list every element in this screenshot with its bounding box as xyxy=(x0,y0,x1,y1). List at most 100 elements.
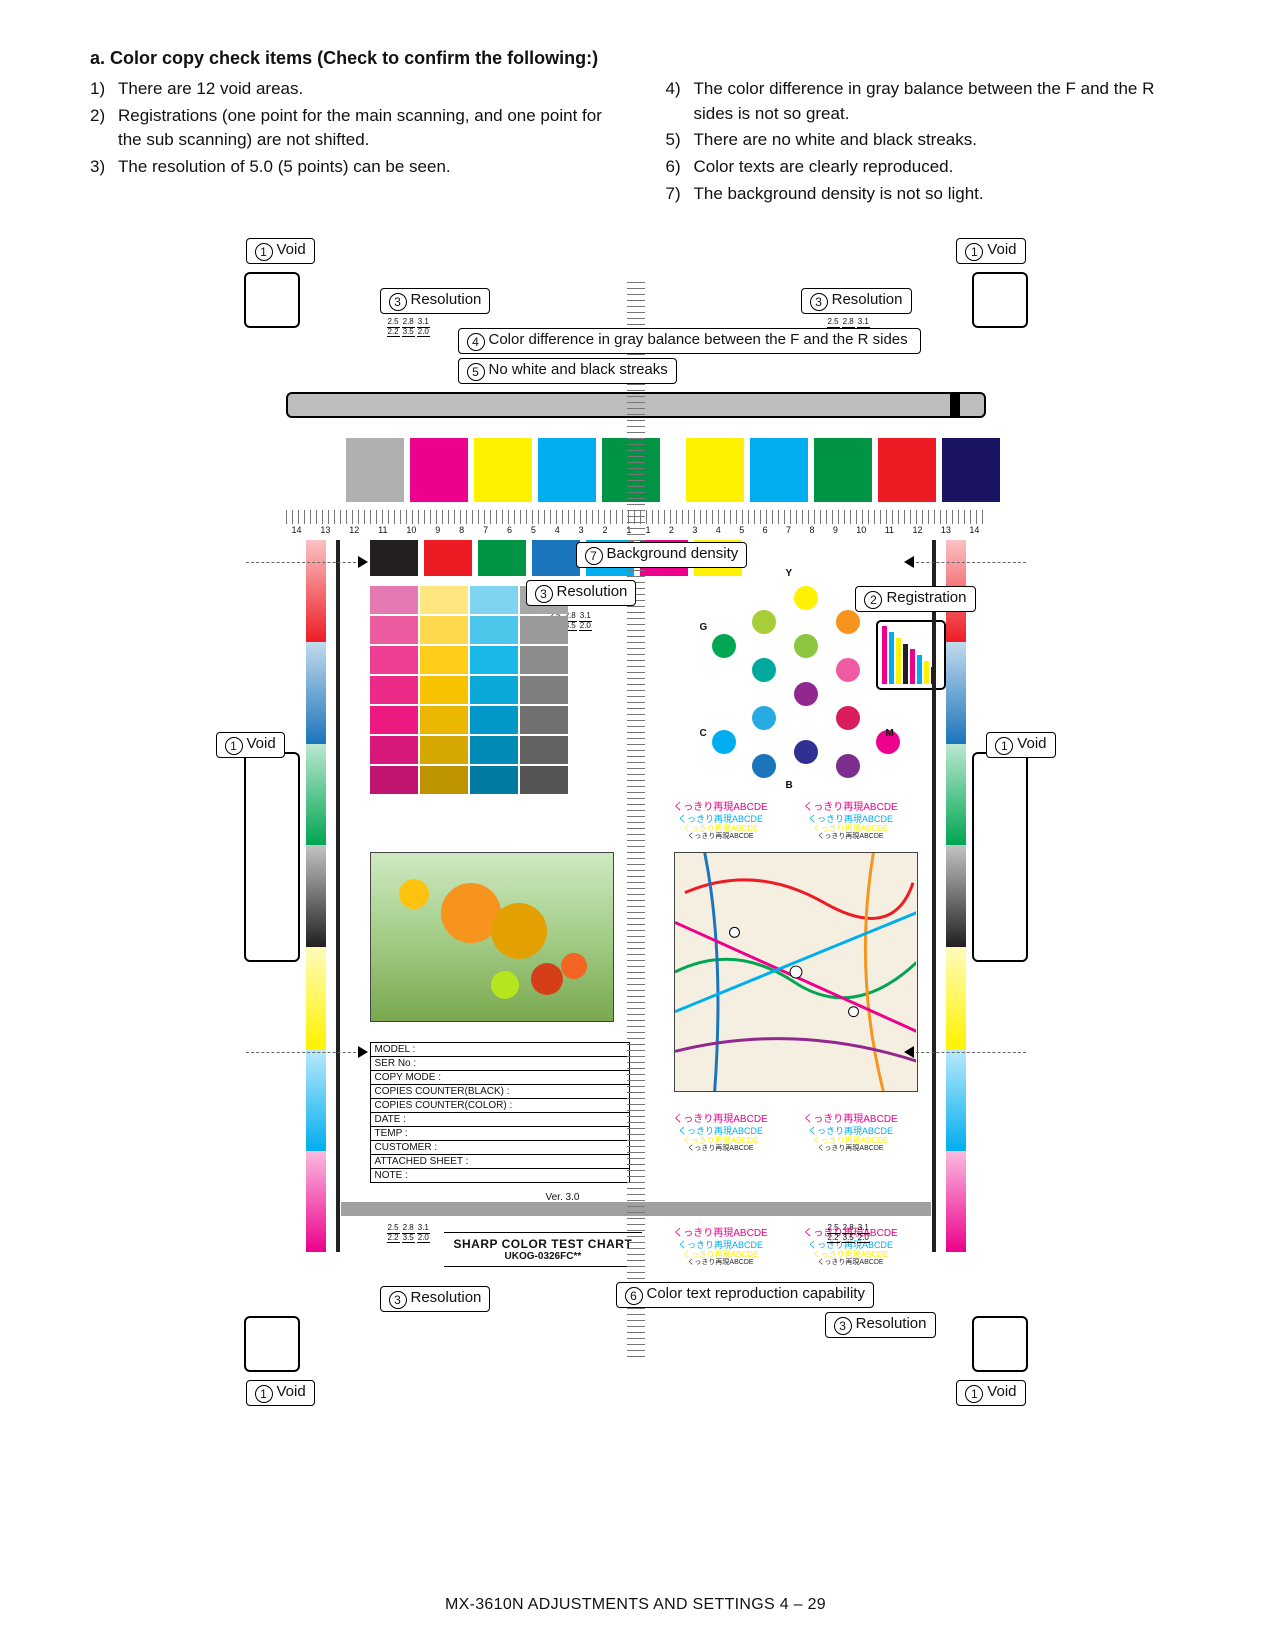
color-swatch xyxy=(346,438,404,502)
color-swatch xyxy=(370,540,418,576)
color-swatch xyxy=(814,438,872,502)
gradient-sidebar xyxy=(306,540,326,1252)
label-registration: 2Registration xyxy=(855,586,975,612)
void-corner xyxy=(972,1316,1028,1372)
marker-line xyxy=(916,1052,1026,1053)
hex-dot xyxy=(794,682,818,706)
ruler-numbers-right: 1234567891011121314 xyxy=(646,525,980,535)
label-bgdensity: 7Background density xyxy=(576,542,748,568)
resolution-pattern: 2.52.83.12.23.52.0 xyxy=(386,318,446,362)
gradient-cell xyxy=(470,766,518,794)
label-void-ml: 1Void xyxy=(216,732,285,758)
check-item: 6)Color texts are clearly reproduced. xyxy=(666,155,1182,180)
gradient-cell xyxy=(420,736,468,764)
gradient-cell xyxy=(420,766,468,794)
form-row: SER No : xyxy=(370,1057,629,1071)
gradient-cell xyxy=(420,646,468,674)
label-void-mr: 1Void xyxy=(986,732,1055,758)
form-row: MODEL : xyxy=(370,1043,629,1057)
hex-dot xyxy=(794,634,818,658)
label-void-br: 1Void xyxy=(956,1380,1025,1406)
color-swatch xyxy=(942,438,1000,502)
label-void-bl: 1Void xyxy=(246,1380,315,1406)
form-row: COPIES COUNTER(COLOR) : xyxy=(370,1099,629,1113)
marker-line xyxy=(246,562,356,563)
hex-dot xyxy=(836,610,860,634)
right-column: 4)The color difference in gray balance b… xyxy=(666,77,1182,208)
color-swatch xyxy=(532,540,580,576)
hex-dot xyxy=(712,730,736,754)
label-resolution-bl: 3Resolution xyxy=(380,1286,491,1312)
sample-photo-flowers xyxy=(370,852,614,1022)
label-resolution-mid: 3Resolution xyxy=(526,580,637,606)
ruler-numbers-left: 1413121110987654321 xyxy=(292,525,632,535)
center-ruler xyxy=(627,282,645,1362)
form-row: ATTACHED SHEET : xyxy=(370,1155,629,1169)
page: a. Color copy check items (Check to conf… xyxy=(0,0,1271,1650)
color-swatch xyxy=(686,438,744,502)
hex-dot xyxy=(752,610,776,634)
hex-dot xyxy=(752,754,776,778)
check-item: 3)The resolution of 5.0 (5 points) can b… xyxy=(90,155,606,180)
gradient-cell xyxy=(420,586,468,614)
gradient-sidebar xyxy=(946,540,966,1252)
hex-dot xyxy=(752,706,776,730)
check-item: 1)There are 12 void areas. xyxy=(90,77,606,102)
gradient-cell xyxy=(370,766,418,794)
gradient-cell xyxy=(520,646,568,674)
color-swatch xyxy=(410,438,468,502)
void-side xyxy=(972,752,1028,962)
label-streaks: 5No white and black streaks xyxy=(458,358,677,384)
gradient-cell xyxy=(420,706,468,734)
check-item: 7)The background density is not so light… xyxy=(666,182,1182,207)
form-row: DATE : xyxy=(370,1113,629,1127)
void-corner xyxy=(244,1316,300,1372)
resolution-pattern: 2.52.83.12.23.52.0 xyxy=(826,1224,886,1268)
hex-dot xyxy=(752,658,776,682)
gradient-cell xyxy=(520,706,568,734)
gradient-cell xyxy=(520,676,568,704)
form-row: CUSTOMER : xyxy=(370,1141,629,1155)
sample-text: くっきり再現ABCDEくっきり再現ABCDEくっきり再現ABCDEくっきり再現A… xyxy=(666,1228,776,1267)
form-row: TEMP : xyxy=(370,1127,629,1141)
resolution-pattern: 2.52.83.12.23.52.0 xyxy=(386,1224,446,1268)
hex-dot xyxy=(836,706,860,730)
color-swatch xyxy=(478,540,526,576)
form-row: COPIES COUNTER(BLACK) : xyxy=(370,1085,629,1099)
color-swatch xyxy=(424,540,472,576)
marker-line xyxy=(916,562,1026,563)
color-swatch xyxy=(750,438,808,502)
section-heading: a. Color copy check items (Check to conf… xyxy=(90,48,1181,69)
gradient-cell xyxy=(470,736,518,764)
gradient-cell xyxy=(470,616,518,644)
sample-text: くっきり再現ABCDEくっきり再現ABCDEくっきり再現ABCDEくっきり再現A… xyxy=(666,802,776,841)
test-chart-diagram: 1Void 1Void 1Void 1Void 1Void 1Void 3Res… xyxy=(226,242,1046,1402)
page-footer: MX-3610N ADJUSTMENTS AND SETTINGS 4 – 29 xyxy=(0,1596,1271,1614)
test-sheet: 3Resolution 3Resolution 2.52.83.12.23.52… xyxy=(286,282,986,1362)
gradient-cell xyxy=(470,586,518,614)
gradient-cell xyxy=(370,676,418,704)
check-item: 5)There are no white and black streaks. xyxy=(666,128,1182,153)
chart-title-box: SHARP COLOR TEST CHART UKOG-0326FC** xyxy=(444,1232,643,1267)
gradient-cell xyxy=(520,766,568,794)
label-void-tl: 1Void xyxy=(246,238,315,264)
form-row: NOTE : xyxy=(370,1169,629,1183)
label-resolution-tl: 3Resolution xyxy=(380,288,491,314)
gradient-cell xyxy=(370,706,418,734)
gradient-cell xyxy=(520,736,568,764)
check-item: 2)Registrations (one point for the main … xyxy=(90,104,606,153)
arrow-icon xyxy=(904,556,914,568)
hex-dot xyxy=(836,658,860,682)
gradient-cell xyxy=(470,706,518,734)
label-colortext: 6Color text reproduction capability xyxy=(616,1282,874,1308)
arrow-icon xyxy=(358,1046,368,1058)
check-item: 4)The color difference in gray balance b… xyxy=(666,77,1182,126)
hex-dot xyxy=(836,754,860,778)
color-swatch xyxy=(538,438,596,502)
arrow-icon xyxy=(904,1046,914,1058)
sample-text: くっきり再現ABCDEくっきり再現ABCDEくっきり再現ABCDEくっきり再現A… xyxy=(796,1114,906,1153)
arrow-icon xyxy=(358,556,368,568)
sample-map xyxy=(674,852,918,1092)
marker-line xyxy=(246,1052,356,1053)
sample-text: くっきり再現ABCDEくっきり再現ABCDEくっきり再現ABCDEくっきり再現A… xyxy=(796,802,906,841)
